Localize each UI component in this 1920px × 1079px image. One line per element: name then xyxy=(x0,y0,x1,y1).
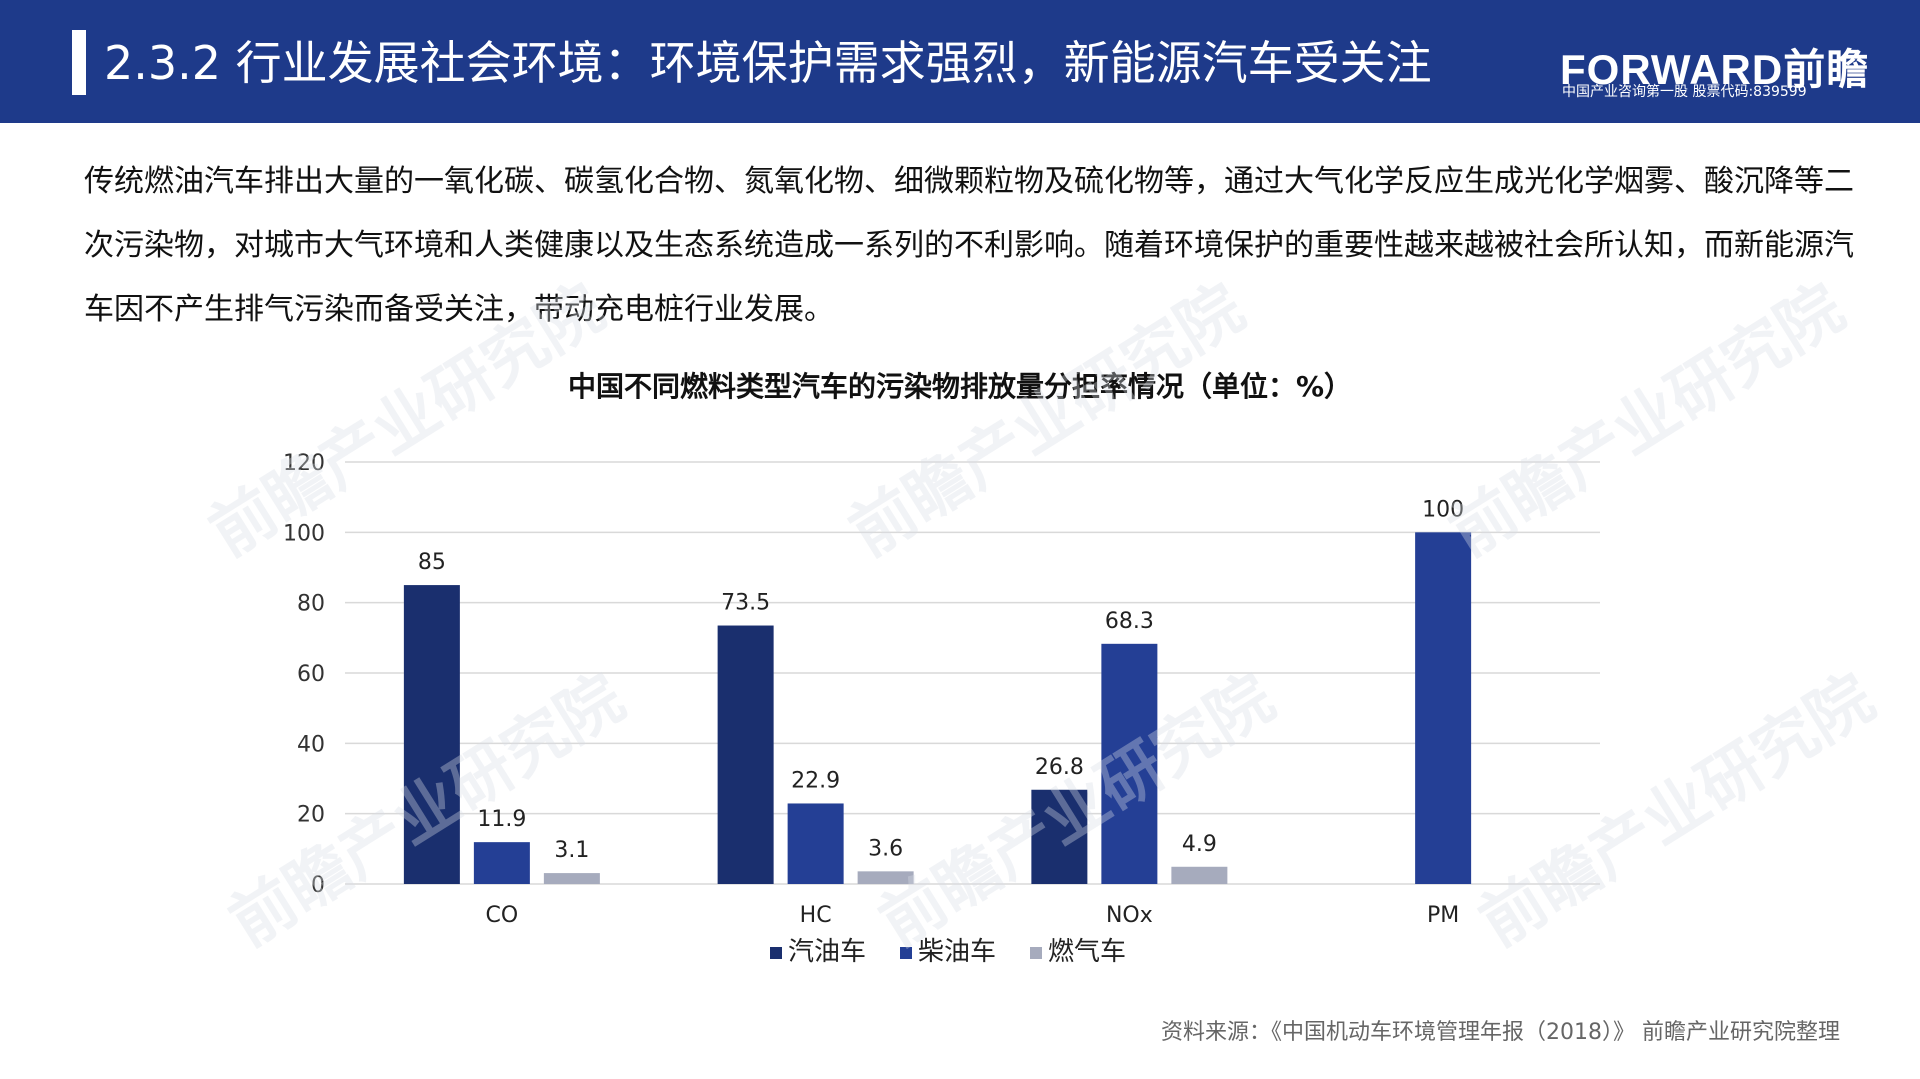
y-tick-label: 100 xyxy=(283,521,325,546)
bar-NOx-燃气车 xyxy=(1171,866,1228,884)
data-labels: 85 11.9 3.1 73.5 22.9 3.6 26.8 68.3 4.9 100 xyxy=(418,497,1464,863)
y-tick-label: 0 xyxy=(311,873,325,898)
data-label: 100 xyxy=(1422,497,1464,522)
data-label: 11.9 xyxy=(477,807,526,832)
bar-HC-燃气车 xyxy=(857,871,914,884)
bar-HC-柴油车 xyxy=(787,803,844,884)
bar-HC-汽油车 xyxy=(717,625,774,884)
forward-logo: FORWARD前瞻 中国产业咨询第一股 股票代码:839599 xyxy=(1560,36,1868,106)
data-label: 22.9 xyxy=(791,768,840,793)
data-label: 73.5 xyxy=(721,591,770,616)
x-tick-label: HC xyxy=(800,903,832,928)
header-bar: 2.3.2 行业发展社会环境：环境保护需求强烈，新能源汽车受关注 FORWARD… xyxy=(0,0,1920,123)
y-axis-ticks: 0 20 40 60 80 100 120 xyxy=(283,451,325,898)
x-tick-label: NOx xyxy=(1106,903,1153,928)
intro-paragraph: 传统燃油汽车排出大量的一氧化碳、碳氢化合物、氮氧化物、细微颗粒物及硫化物等，通过… xyxy=(84,164,1854,327)
bars xyxy=(403,532,1472,884)
bar-NOx-汽油车 xyxy=(1031,789,1088,884)
y-tick-label: 60 xyxy=(297,662,325,687)
legend-swatch xyxy=(770,947,782,959)
x-tick-label: CO xyxy=(486,903,519,928)
legend-label: 燃气车 xyxy=(1048,937,1126,967)
logo-text: FORWARD前瞻 xyxy=(1560,46,1870,93)
page-title: 2.3.2 行业发展社会环境：环境保护需求强烈，新能源汽车受关注 xyxy=(104,36,1432,90)
bar-chart: 中国不同燃料类型汽车的污染物排放量分担率情况（单位：%） 0 20 40 60 80 10… xyxy=(283,370,1600,967)
bar-CO-汽油车 xyxy=(403,585,460,884)
x-tick-label: PM xyxy=(1427,903,1459,928)
legend-label: 汽油车 xyxy=(788,937,866,967)
data-label: 3.1 xyxy=(554,838,589,863)
y-tick-label: 120 xyxy=(283,451,325,476)
data-label: 68.3 xyxy=(1105,609,1154,634)
legend: 汽油车 柴油车 燃气车 xyxy=(770,937,1126,967)
bar-PM-柴油车 xyxy=(1415,532,1472,884)
source-note: 资料来源：《中国机动车环境管理年报（2018）》 前瞻产业研究院整理 xyxy=(1161,1020,1840,1045)
y-tick-label: 20 xyxy=(297,803,325,828)
bar-CO-燃气车 xyxy=(543,873,600,884)
bar-NOx-柴油车 xyxy=(1101,643,1158,884)
data-label: 85 xyxy=(418,550,446,575)
legend-swatch xyxy=(900,947,912,959)
y-tick-label: 80 xyxy=(297,592,325,617)
x-axis-ticks: CO HC NOx PM xyxy=(486,903,1460,928)
y-tick-label: 40 xyxy=(297,732,325,757)
chart-area: 前瞻产业研究院 前瞻产业研究院 前瞻产业研究院 前瞻产业研究院 前瞻产业研究院 … xyxy=(0,271,1920,1000)
legend-label: 柴油车 xyxy=(918,937,996,967)
logo-subtext: 中国产业咨询第一股 股票代码:839599 xyxy=(1562,84,1807,100)
data-label: 4.9 xyxy=(1182,832,1217,857)
chart-title: 中国不同燃料类型汽车的污染物排放量分担率情况（单位：%） xyxy=(568,370,1352,403)
data-label: 26.8 xyxy=(1035,755,1084,780)
title-accent-bar xyxy=(72,30,86,95)
legend-swatch xyxy=(1030,947,1042,959)
bar-CO-柴油车 xyxy=(473,842,530,884)
data-label: 3.6 xyxy=(868,836,903,861)
